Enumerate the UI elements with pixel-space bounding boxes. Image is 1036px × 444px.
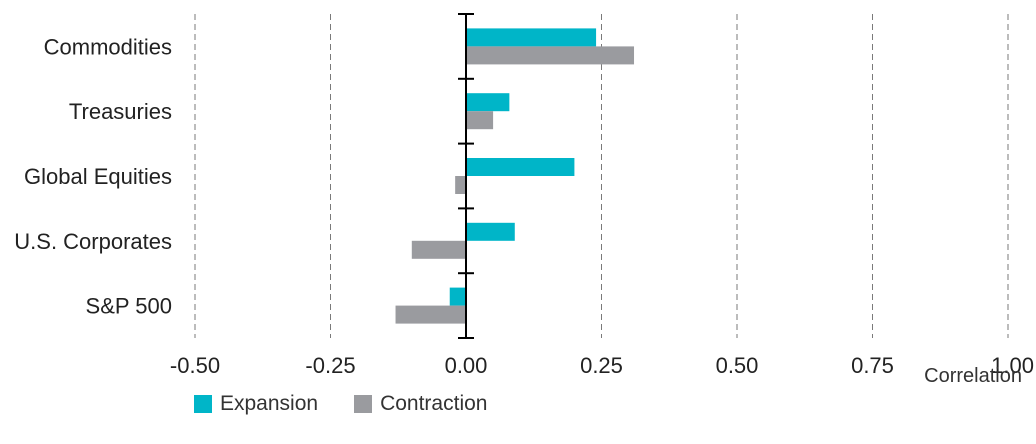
- bar-expansion-1: [466, 93, 510, 112]
- category-label: S&P 500: [86, 294, 172, 319]
- bar-expansion-0: [466, 28, 597, 47]
- category-label: Commodities: [44, 34, 172, 59]
- x-tick-label: 1.00: [991, 353, 1034, 378]
- bar-expansion-4: [449, 287, 466, 306]
- x-axis-title: Correlation: [924, 365, 1022, 387]
- x-tick-label: 0.75: [851, 353, 894, 378]
- bar-contraction-0: [466, 46, 635, 65]
- x-tick-label: 0.00: [445, 353, 488, 378]
- bar-contraction-2: [455, 176, 466, 194]
- bar-expansion-3: [466, 222, 515, 241]
- x-tick-labels: -0.50 -0.25 0.00 0.25 0.50 0.75 1.00: [170, 353, 1034, 378]
- category-label: Global Equities: [24, 164, 172, 189]
- category-label: U.S. Corporates: [14, 229, 172, 254]
- bar-expansion-2: [466, 158, 575, 176]
- bar-contraction-1: [466, 111, 494, 130]
- legend-label-expansion: Expansion: [220, 392, 319, 415]
- bar-contraction-3: [411, 240, 466, 259]
- x-tick-label: -0.50: [170, 353, 220, 378]
- bar-contraction-4: [395, 305, 466, 324]
- category-labels: Commodities Treasuries Global Equities U.S.…: [14, 34, 172, 318]
- grid-lines: [194, 14, 1009, 338]
- x-tick-label: -0.25: [305, 353, 355, 378]
- legend-swatch-contraction: [354, 395, 373, 413]
- category-label: Treasuries: [69, 99, 172, 124]
- legend-label-contraction: Contraction: [380, 392, 488, 415]
- legend-swatch-expansion: [194, 395, 212, 413]
- zero-axis: [458, 13, 474, 339]
- legend: Expansion Contraction: [194, 392, 523, 416]
- legend-item-expansion: Expansion: [194, 392, 318, 416]
- bars-group: [395, 28, 635, 324]
- x-tick-label: 0.25: [580, 353, 623, 378]
- x-tick-label: 0.50: [716, 353, 759, 378]
- legend-item-contraction: Contraction: [354, 392, 487, 416]
